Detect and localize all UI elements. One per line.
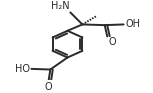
Text: O: O [45,82,52,92]
Text: O: O [109,37,116,47]
Text: H₂N: H₂N [51,1,70,11]
Text: HO: HO [15,64,30,74]
Text: OH: OH [125,19,140,29]
